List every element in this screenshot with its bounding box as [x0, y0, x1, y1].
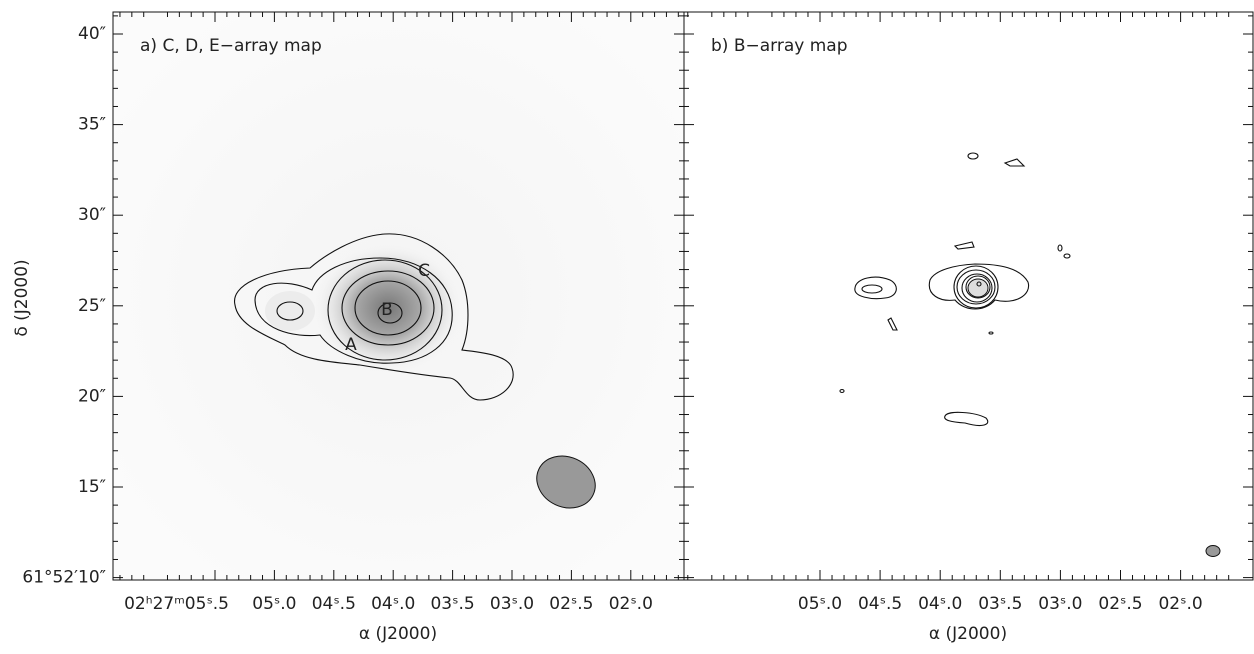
- y-tick-label: 25″: [78, 296, 106, 316]
- y-axis-title: δ (J2000): [12, 259, 32, 336]
- y-tick-label: 30″: [78, 205, 106, 225]
- x-tick-label: 03ˢ.5: [978, 594, 1022, 614]
- y-tick-label: 40″: [78, 24, 106, 44]
- annotation: B: [381, 300, 393, 320]
- beam: [1206, 546, 1220, 557]
- y-tick-label: 15″: [78, 477, 106, 497]
- x-tick-label: 05ˢ.0: [798, 594, 842, 614]
- x-tick-label: 04ˢ.5: [312, 594, 356, 614]
- x-tick-label: 05ˢ.0: [252, 594, 296, 614]
- contours: [840, 153, 1070, 425]
- x-tick-label: 02ˢ.0: [1158, 594, 1202, 614]
- figure: a) C, D, E−array map b) B−array map A B …: [0, 0, 1254, 650]
- emission: [265, 291, 315, 331]
- y-tick-label: 20″: [78, 386, 106, 406]
- x-tick-label: 02ˢ.0: [609, 594, 653, 614]
- x-tick-label: 04ˢ.0: [918, 594, 962, 614]
- x-tick-label: 02ˢ.5: [1098, 594, 1142, 614]
- x-tick-label: 03ˢ.0: [1038, 594, 1082, 614]
- panel-label: b) B−array map: [711, 36, 847, 56]
- x-tick-label: 03ˢ.0: [490, 594, 534, 614]
- x-tick-label: 02ˢ.5: [549, 594, 593, 614]
- x-axis-title: α (J2000): [359, 624, 437, 644]
- panel-frame: [684, 12, 1253, 580]
- x-tick-label: 04ˢ.5: [858, 594, 902, 614]
- annotation: A: [345, 335, 357, 355]
- y-tick-label: 61°52′10″: [22, 568, 106, 588]
- x-tick-label: 02ʰ27ᵐ05ˢ.5: [124, 594, 229, 614]
- annotation: C: [418, 261, 430, 281]
- x-tick-label: 04ˢ.0: [371, 594, 415, 614]
- y-tick-label: 35″: [78, 115, 106, 135]
- x-tick-label: 03ˢ.5: [430, 594, 474, 614]
- x-axis-title: α (J2000): [929, 624, 1007, 644]
- panel-label: a) C, D, E−array map: [140, 36, 322, 56]
